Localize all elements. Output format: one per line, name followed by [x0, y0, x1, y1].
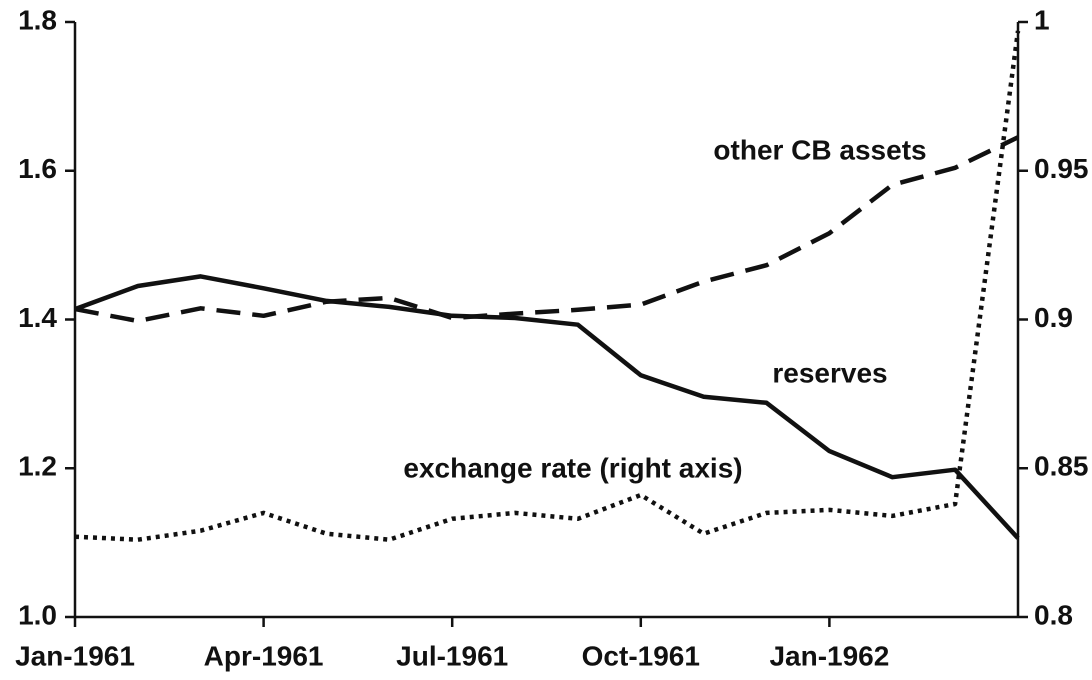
- series-line: [74, 274, 1020, 540]
- y2-tick-label: 0.85: [1034, 451, 1089, 482]
- x-tick-label: Apr-1961: [204, 640, 324, 671]
- y2-tick-label: 0.95: [1034, 153, 1089, 184]
- series-label: other CB assets: [713, 134, 926, 165]
- series-label: exchange rate (right axis): [403, 452, 742, 483]
- x-tick-label: Jan-1961: [15, 640, 135, 671]
- x-tick-label: Jan-1962: [769, 640, 889, 671]
- y-tick-label: 1.8: [18, 4, 57, 35]
- y2-tick-label: 0.8: [1034, 599, 1073, 630]
- x-tick-label: Oct-1961: [582, 640, 700, 671]
- y-tick-label: 1.4: [18, 302, 57, 333]
- y2-tick-label: 1: [1034, 4, 1050, 35]
- y2-tick-label: 0.9: [1034, 302, 1073, 333]
- y-tick-label: 1.6: [18, 153, 57, 184]
- y-tick-label: 1.2: [18, 451, 57, 482]
- series-line: [74, 135, 1019, 324]
- series-label: reserves: [772, 357, 887, 388]
- x-tick-label: Jul-1961: [396, 640, 508, 671]
- y-tick-label: 1.0: [18, 599, 57, 630]
